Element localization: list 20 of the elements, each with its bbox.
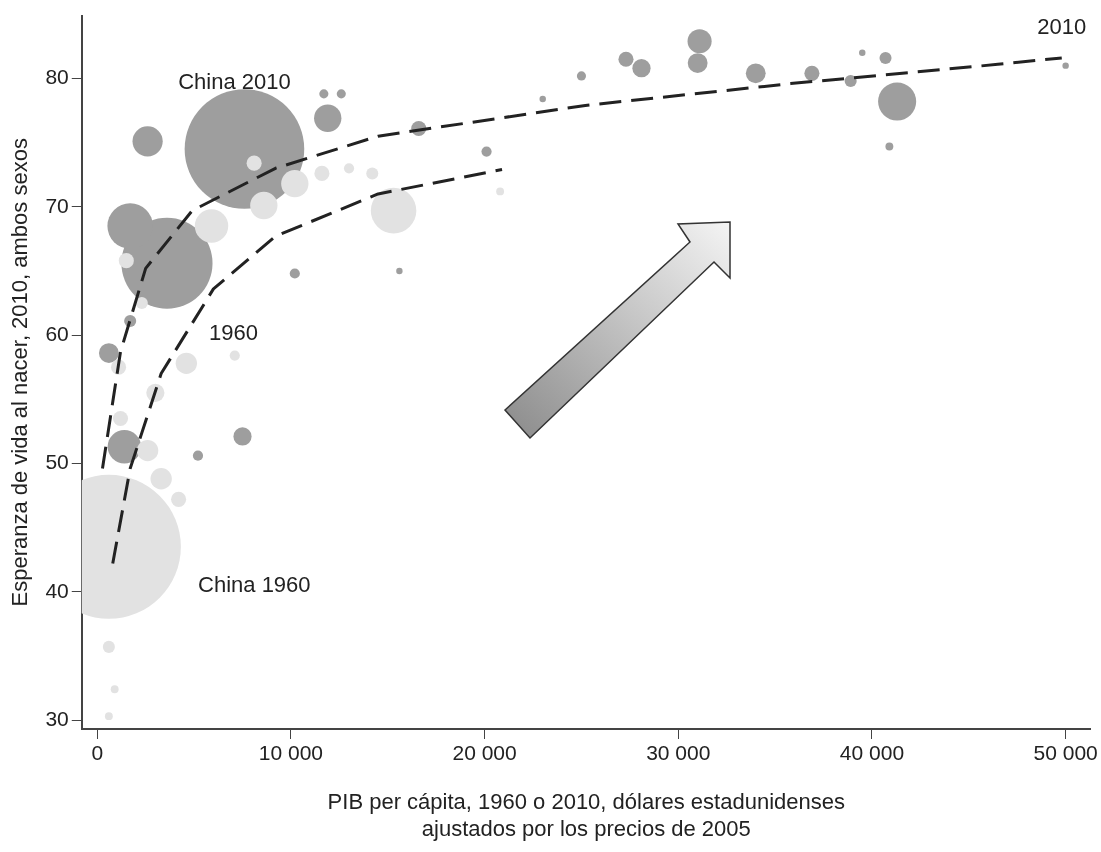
x-tick-label: 50 000 <box>1033 741 1098 765</box>
line-series <box>100 56 1064 471</box>
y-tick-label: 60 <box>45 321 69 345</box>
annotation: China 1960 <box>198 572 311 598</box>
x-tick-label: 40 000 <box>839 741 905 765</box>
y-tick-label: 50 <box>45 450 69 474</box>
y-tick-label: 30 <box>45 706 69 730</box>
series-label: 1960 <box>208 319 258 345</box>
x-tick-label: 30 000 <box>646 741 711 765</box>
x-tick-label: 20 000 <box>452 741 517 765</box>
x-tick-label: 10 000 <box>258 741 324 765</box>
y-tick-label: 40 <box>45 578 69 602</box>
x-tick-label: 0 <box>91 741 104 765</box>
y-tick-label: 80 <box>45 65 69 89</box>
y-axis-title: Esperanza de vida al nacer, 2010, ambos sexos <box>7 138 33 607</box>
annotation: China 2010 <box>178 69 291 95</box>
line-series <box>111 168 504 565</box>
series-label: 2010 <box>1037 14 1087 39</box>
y-tick-label: 70 <box>45 193 69 217</box>
x-axis-title: PIB per cápita, 1960 o 2010, dólares estadunidenses ajustados por los precios de 2005 <box>327 789 845 841</box>
